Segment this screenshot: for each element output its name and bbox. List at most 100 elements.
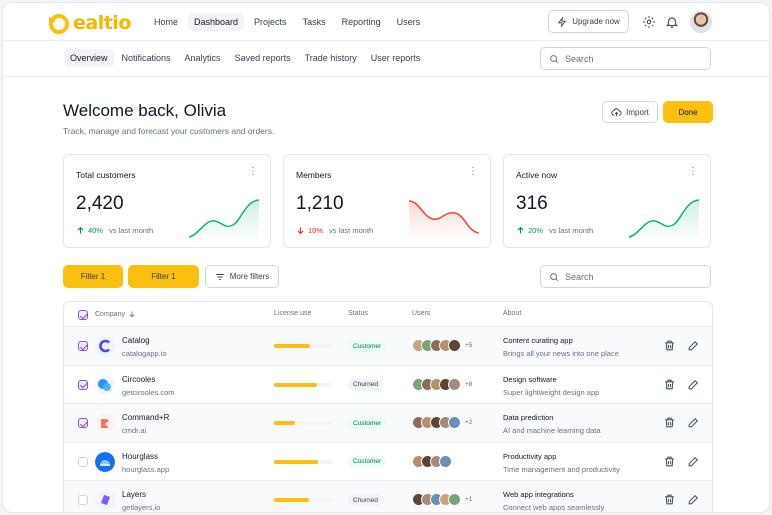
- arrow-down-icon: [297, 227, 304, 235]
- nav-item-home[interactable]: Home: [154, 17, 179, 27]
- sub-tabs: Overview Notifications Analytics Saved r…: [64, 49, 426, 67]
- edit-icon[interactable]: [687, 378, 700, 391]
- tab-overview[interactable]: Overview: [64, 49, 114, 67]
- trash-icon[interactable]: [663, 339, 676, 352]
- header-company-label: Company: [95, 310, 125, 318]
- header-search[interactable]: [540, 47, 711, 70]
- stat-value: 316: [516, 193, 548, 214]
- search-icon: [550, 54, 559, 63]
- table-row[interactable]: Circooles getcirooles.com Churned +8 Des…: [64, 366, 712, 404]
- tab-saved-reports[interactable]: Saved reports: [234, 53, 291, 63]
- nav-item-reporting[interactable]: Reporting: [341, 17, 381, 27]
- table-header: Company License use Status Users About: [64, 302, 712, 327]
- nav-item-dashboard[interactable]: Dashboard: [188, 13, 245, 31]
- header-company[interactable]: Company: [95, 310, 136, 318]
- trash-icon[interactable]: [663, 455, 676, 468]
- user-avatar[interactable]: [690, 11, 712, 33]
- about-title: Data prediction: [503, 413, 554, 422]
- table-search[interactable]: [540, 265, 711, 288]
- company-name: Command+R: [122, 413, 170, 422]
- logo-mark-icon: [49, 14, 69, 34]
- table-row[interactable]: Catalog catalogapp.io Customer +5 Conten…: [64, 327, 712, 366]
- row-checkbox[interactable]: [78, 379, 88, 390]
- table-row[interactable]: Layers getlayers.io Churned +1 Web app i…: [64, 481, 712, 512]
- arrow-up-icon: [517, 226, 524, 234]
- user-avatar: [448, 339, 461, 352]
- more-vertical-icon[interactable]: ⋮: [248, 166, 258, 177]
- tab-analytics[interactable]: Analytics: [184, 53, 221, 63]
- gear-icon[interactable]: [642, 15, 656, 29]
- about-description: Time management and productivity: [503, 464, 620, 474]
- nav-item-tasks[interactable]: Tasks: [302, 17, 326, 27]
- about-description: Brings all your news into one place: [503, 349, 619, 358]
- stat-title: Members: [296, 170, 332, 180]
- user-avatar: [448, 377, 461, 391]
- stat-trend: 20% vs last month: [516, 226, 593, 235]
- filter-lines-icon: [215, 273, 224, 280]
- license-progress: [274, 421, 332, 425]
- nav-item-users[interactable]: Users: [396, 17, 421, 27]
- status-badge: Customer: [348, 417, 387, 429]
- about-title: Design software: [503, 374, 557, 384]
- import-button[interactable]: Import: [602, 101, 658, 123]
- row-checkbox[interactable]: [78, 495, 88, 505]
- about-title: Web app integrations: [503, 490, 574, 499]
- table-search-input[interactable]: [565, 271, 685, 282]
- stat-percent: 40%: [88, 226, 104, 235]
- user-avatars: +8: [412, 377, 472, 391]
- stat-value: 2,420: [76, 193, 124, 214]
- company-site: getcirooles.com: [122, 387, 175, 397]
- main-nav: Home Dashboard Projects Tasks Reporting …: [148, 13, 426, 31]
- table-row[interactable]: Command+R cmdr.ai Customer +2 Data predi…: [64, 404, 712, 443]
- row-checkbox[interactable]: [78, 341, 88, 351]
- more-filters-button[interactable]: More filters: [205, 265, 279, 288]
- company-name: Catalog: [122, 336, 150, 345]
- row-checkbox[interactable]: [78, 418, 88, 428]
- filter-chip[interactable]: Filter 1: [63, 265, 123, 288]
- status-badge: Churned: [348, 494, 383, 506]
- user-avatar: [439, 454, 452, 468]
- trash-icon[interactable]: [663, 493, 676, 506]
- sparkline-chart: [629, 199, 699, 241]
- tab-notifications[interactable]: Notifications: [121, 53, 171, 63]
- license-progress-fill: [274, 421, 295, 425]
- more-vertical-icon[interactable]: ⋮: [688, 166, 698, 177]
- arrow-down-icon: [129, 311, 135, 318]
- page-title: Welcome back, Olivia: [63, 101, 227, 120]
- stat-note: vs last month: [549, 226, 594, 235]
- header-status: Status: [348, 310, 368, 317]
- edit-icon[interactable]: [687, 339, 700, 352]
- stat-note: vs last month: [329, 226, 374, 235]
- company-logo: [95, 413, 115, 433]
- license-progress: [274, 498, 332, 502]
- status-badge: Churned: [348, 378, 383, 391]
- brand-name: ealtio: [73, 12, 131, 34]
- brand-logo[interactable]: ealtio: [47, 11, 131, 35]
- company-site: hourglass.app: [122, 464, 170, 474]
- trash-icon[interactable]: [663, 416, 676, 429]
- trash-icon[interactable]: [663, 378, 676, 391]
- stat-card-members: Members ⋮ 1,210 10% vs last month: [283, 154, 491, 248]
- upgrade-button[interactable]: Upgrade now: [548, 10, 629, 33]
- done-button[interactable]: Done: [663, 101, 713, 123]
- row-checkbox[interactable]: [78, 456, 88, 467]
- filter-chip[interactable]: Filter 1: [128, 265, 199, 288]
- edit-icon[interactable]: [687, 416, 700, 429]
- more-vertical-icon[interactable]: ⋮: [468, 166, 478, 177]
- tab-trade-history[interactable]: Trade history: [304, 53, 357, 63]
- header-users: Users: [412, 310, 431, 317]
- more-filters-label: More filters: [229, 272, 270, 281]
- table-row[interactable]: Hourglass hourglass.app Customer Product…: [64, 443, 712, 481]
- select-all-checkbox[interactable]: [78, 310, 88, 320]
- company-logo: [95, 336, 115, 356]
- about-description: AI and machine learning data: [503, 426, 601, 435]
- header-search-input[interactable]: [565, 53, 685, 64]
- sub-navigation: Overview Notifications Analytics Saved r…: [3, 41, 769, 77]
- bell-icon[interactable]: [665, 15, 679, 29]
- edit-icon[interactable]: [687, 455, 700, 468]
- tab-user-reports[interactable]: User reports: [370, 53, 421, 63]
- nav-item-projects[interactable]: Projects: [254, 17, 287, 27]
- edit-icon[interactable]: [687, 493, 700, 506]
- top-navigation: ealtio Home Dashboard Projects Tasks Rep…: [3, 3, 769, 41]
